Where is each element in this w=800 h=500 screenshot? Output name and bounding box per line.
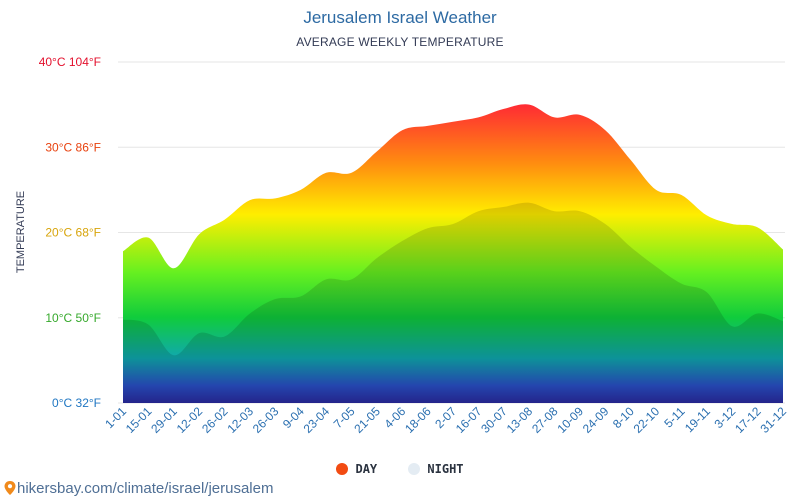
x-tick-label: 12-03 xyxy=(224,404,256,436)
x-tick-label: 10-09 xyxy=(554,404,586,436)
x-tick-label: 30-07 xyxy=(478,404,510,436)
x-tick-label: 24-09 xyxy=(580,404,612,436)
x-tick-label: 18-06 xyxy=(402,404,434,436)
x-tick-label: 26-02 xyxy=(199,404,231,436)
x-tick-label: 27-08 xyxy=(529,404,561,436)
y-axis-label: TEMPERATURE xyxy=(15,191,27,273)
x-tick-label: 12-02 xyxy=(174,404,206,436)
legend-label-night: NIGHT xyxy=(427,462,463,476)
y-tick-label: 30°C 86°F xyxy=(45,140,101,154)
legend-dot-night xyxy=(408,463,420,475)
chart-legend: DAY NIGHT xyxy=(0,462,800,476)
legend-dot-day xyxy=(336,463,348,475)
x-tick-label: 15-01 xyxy=(123,404,155,436)
legend-label-day: DAY xyxy=(355,462,377,476)
source-link[interactable]: hikersbay.com/climate/israel/jerusalem xyxy=(17,480,273,497)
x-tick-label: 23-04 xyxy=(301,404,333,436)
map-pin-icon xyxy=(4,481,16,495)
x-tick-label: 31-12 xyxy=(758,404,790,436)
legend-item-night[interactable]: NIGHT xyxy=(408,462,463,476)
x-tick-label: 26-03 xyxy=(250,404,282,436)
y-tick-label: 10°C 50°F xyxy=(45,311,101,325)
y-tick-label: 20°C 68°F xyxy=(45,226,101,240)
x-tick-label: 29-01 xyxy=(148,404,180,436)
x-tick-label: 22-10 xyxy=(631,404,663,436)
source-credit[interactable]: hikersbay.com/climate/israel/jerusalem xyxy=(4,480,273,497)
x-tick-label: 21-05 xyxy=(351,404,383,436)
x-tick-label: 19-11 xyxy=(682,404,713,435)
x-tick-label: 16-07 xyxy=(453,404,485,436)
x-tick-label: 13-08 xyxy=(504,404,536,436)
legend-item-day[interactable]: DAY xyxy=(336,462,377,476)
y-tick-label: 0°C 32°F xyxy=(52,396,101,410)
y-tick-label: 40°C 104°F xyxy=(39,55,101,69)
x-tick-label: 17-12 xyxy=(732,404,764,436)
